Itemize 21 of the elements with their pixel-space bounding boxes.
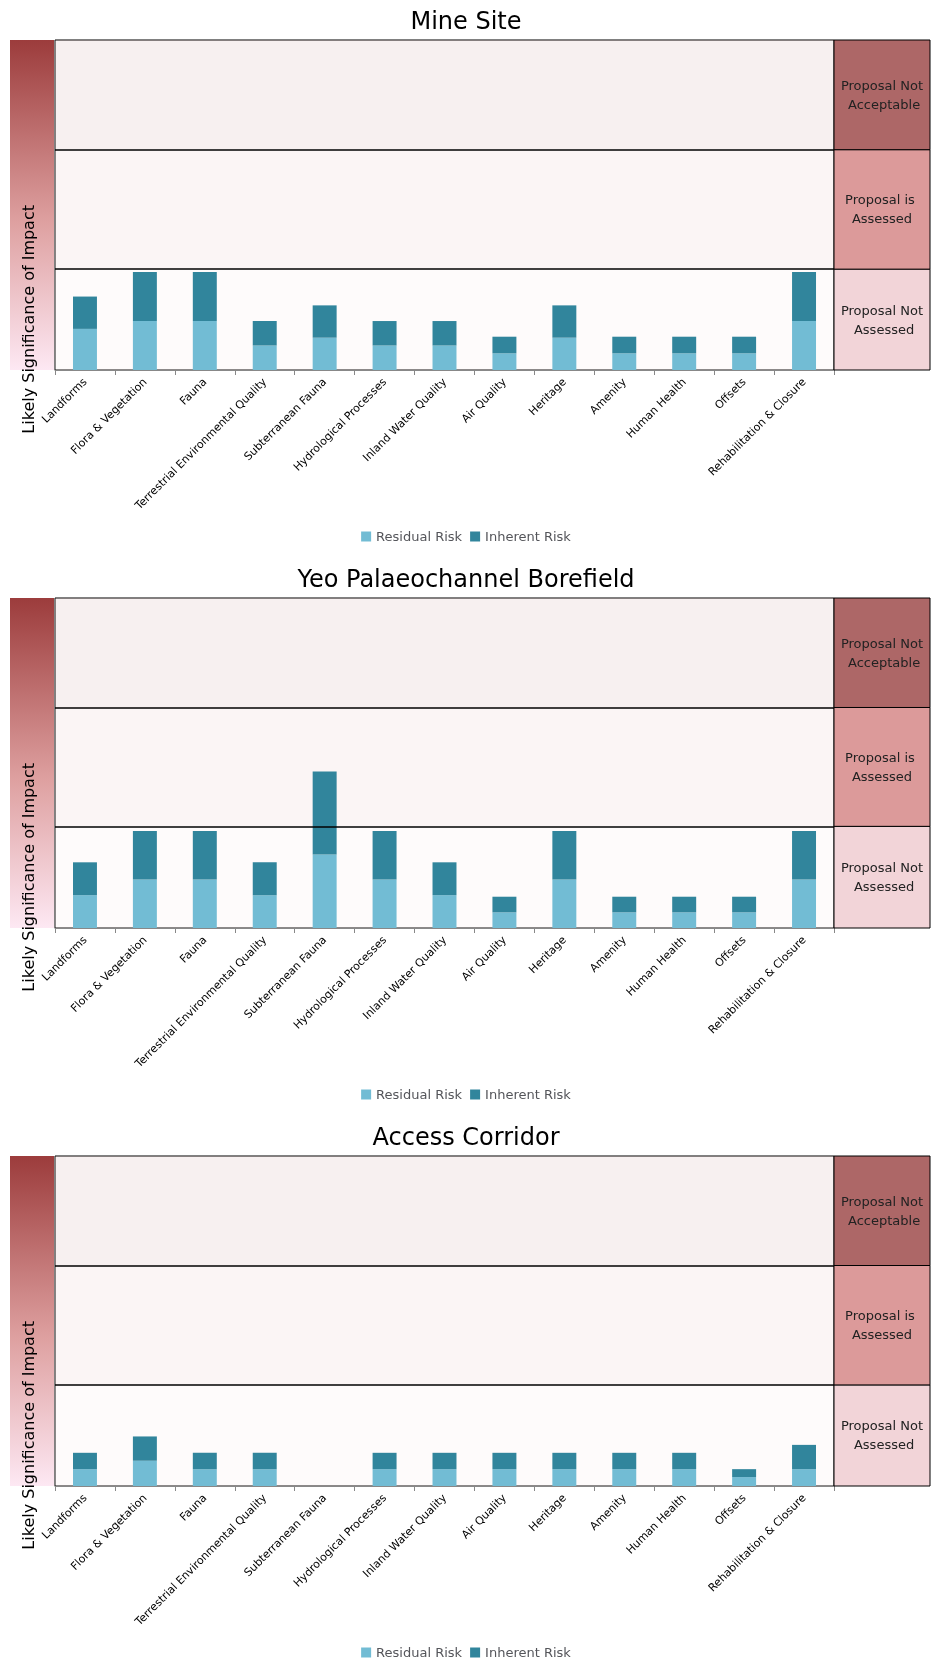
y-axis-title: Likely Significance of Impact bbox=[18, 204, 38, 434]
legend-label: Residual Risk bbox=[376, 1087, 463, 1102]
band-label: Proposal Not Assessed bbox=[840, 1418, 924, 1453]
band-label: Proposal is Assessed bbox=[845, 749, 919, 784]
y-axis-title: Likely Significance of Impact bbox=[18, 1320, 38, 1550]
band-label: Proposal Not Acceptable bbox=[840, 635, 924, 670]
band-label: Proposal is Assessed bbox=[845, 192, 919, 227]
y-axis-title: Likely Significance of Impact bbox=[18, 762, 38, 992]
legend-label: Inherent Risk bbox=[485, 1087, 572, 1102]
chart-title: Mine Site bbox=[410, 7, 522, 35]
band-label: Proposal is Assessed bbox=[845, 1308, 919, 1343]
legend-label: Inherent Risk bbox=[485, 529, 572, 544]
band-label: Proposal Not Acceptable bbox=[840, 1193, 924, 1228]
legend-label: Residual Risk bbox=[376, 1645, 463, 1660]
chart-title: Yeo Palaeochannel Borefield bbox=[296, 565, 635, 593]
band-label: Proposal Not Assessed bbox=[840, 302, 924, 337]
chart-title: Access Corridor bbox=[372, 1123, 560, 1151]
legend-label: Residual Risk bbox=[376, 529, 463, 544]
band-label: Proposal Not Assessed bbox=[840, 860, 924, 895]
band-label: Proposal Not Acceptable bbox=[840, 77, 924, 112]
legend-label: Inherent Risk bbox=[485, 1645, 572, 1660]
